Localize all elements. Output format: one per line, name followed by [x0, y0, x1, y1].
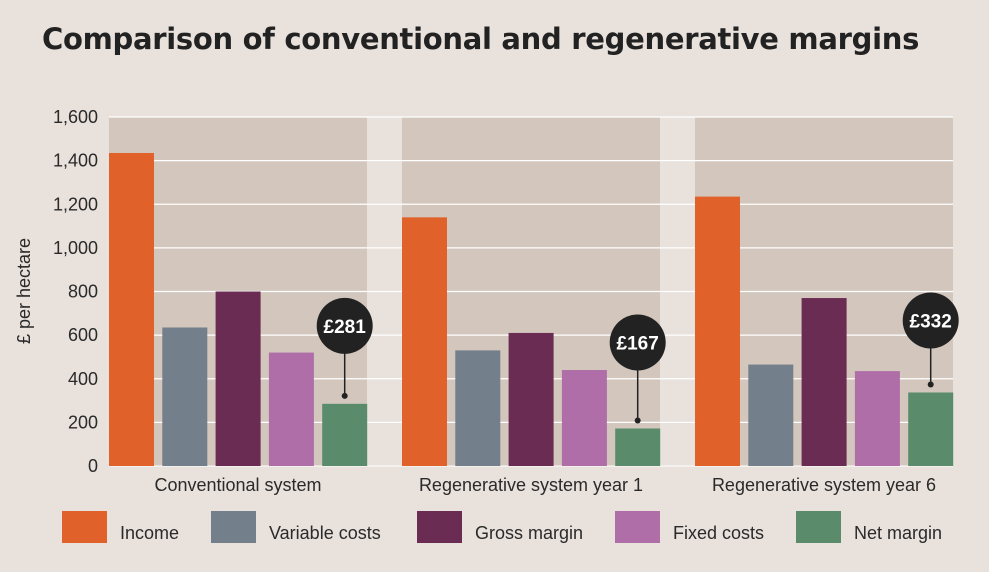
legend-label-net-margin: Net margin	[854, 523, 943, 543]
annotation-dot	[634, 417, 641, 424]
annotation-bubble	[902, 292, 959, 349]
bar-variable-costs-conventional-system	[162, 327, 208, 466]
bar-fixed-costs-regenerative-system-year-1	[561, 370, 607, 466]
bar-income-regenerative-system-year-6	[695, 196, 740, 466]
legend-label-gross-margin: Gross margin	[475, 523, 584, 543]
legend-swatch-gross-margin	[417, 511, 462, 543]
legend-swatch-fixed-costs	[615, 511, 660, 543]
y-axis-label: £ per hectare	[14, 238, 34, 344]
y-tick-label: 200	[68, 412, 98, 432]
x-category-label: Regenerative system year 6	[712, 475, 936, 495]
y-tick-label: 1,000	[53, 238, 98, 258]
annotation-conventional-system: £281	[316, 297, 373, 399]
y-axis-tick-labels: 0 200 400 600 800 1,000 1,200 1,400 1,600	[53, 107, 98, 476]
bar-net-margin-conventional-system	[322, 403, 368, 466]
annotation-label: £281	[324, 317, 367, 338]
bar-income-conventional-system	[109, 152, 154, 466]
y-tick-label: 600	[68, 325, 98, 345]
x-axis-category-labels: Conventional system Regenerative system y…	[154, 475, 936, 495]
legend-swatch-income	[62, 511, 107, 543]
legend-label-fixed-costs: Fixed costs	[673, 523, 765, 543]
bar-variable-costs-regenerative-system-year-6	[748, 364, 794, 466]
annotations: £281 £167 £332	[316, 292, 959, 424]
bar-gross-margin-regenerative-system-year-6	[801, 298, 847, 466]
y-tick-label: 800	[68, 282, 98, 302]
annotation-label: £332	[910, 311, 952, 332]
bar-income-regenerative-system-year-1	[402, 217, 447, 466]
bars	[109, 152, 954, 466]
legend-swatch-net-margin	[796, 511, 841, 543]
y-tick-label: 1,600	[53, 107, 98, 127]
chart-title: Comparison of conventional and regenerat…	[42, 22, 920, 56]
x-category-label: Regenerative system year 1	[419, 475, 643, 495]
bar-variable-costs-regenerative-system-year-1	[455, 350, 501, 466]
legend-label-income: Income	[120, 523, 180, 543]
y-tick-label: 400	[68, 369, 98, 389]
bar-fixed-costs-conventional-system	[268, 352, 314, 466]
annotation-bubble	[609, 314, 666, 371]
y-tick-label: 1,200	[53, 194, 98, 214]
bar-gross-margin-regenerative-system-year-1	[508, 332, 554, 466]
bar-chart: 0 200 400 600 800 1,000 1,200 1,400 1,600 £ per …	[14, 107, 959, 495]
bar-net-margin-regenerative-system-year-6	[908, 392, 954, 466]
y-tick-label: 1,400	[53, 151, 98, 171]
annotation-regenerative-system-year-6: £332	[902, 292, 959, 388]
annotation-dot	[927, 381, 934, 388]
bar-net-margin-regenerative-system-year-1	[615, 428, 661, 466]
annotation-regenerative-system-year-1: £167	[609, 314, 666, 424]
annotation-bubble	[316, 297, 373, 354]
x-category-label: Conventional system	[154, 475, 321, 495]
legend: Income Variable costs Gross margin Fixed…	[62, 511, 962, 547]
legend-swatch-variable-costs	[211, 511, 256, 543]
bar-gross-margin-conventional-system	[215, 291, 261, 466]
bar-fixed-costs-regenerative-system-year-6	[854, 371, 900, 466]
legend-label-variable-costs: Variable costs	[269, 523, 381, 543]
annotation-label: £167	[617, 333, 659, 354]
annotation-dot	[341, 392, 348, 399]
y-tick-label: 0	[88, 456, 98, 476]
